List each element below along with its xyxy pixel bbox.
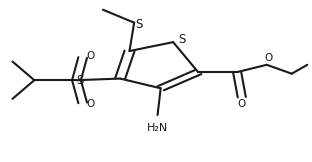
Text: O: O: [86, 51, 95, 61]
Text: S: S: [76, 74, 83, 87]
Text: O: O: [238, 99, 246, 110]
Text: S: S: [178, 33, 186, 46]
Text: O: O: [264, 53, 272, 63]
Text: O: O: [86, 99, 95, 110]
Text: S: S: [135, 18, 143, 31]
Text: H₂N: H₂N: [147, 123, 168, 133]
